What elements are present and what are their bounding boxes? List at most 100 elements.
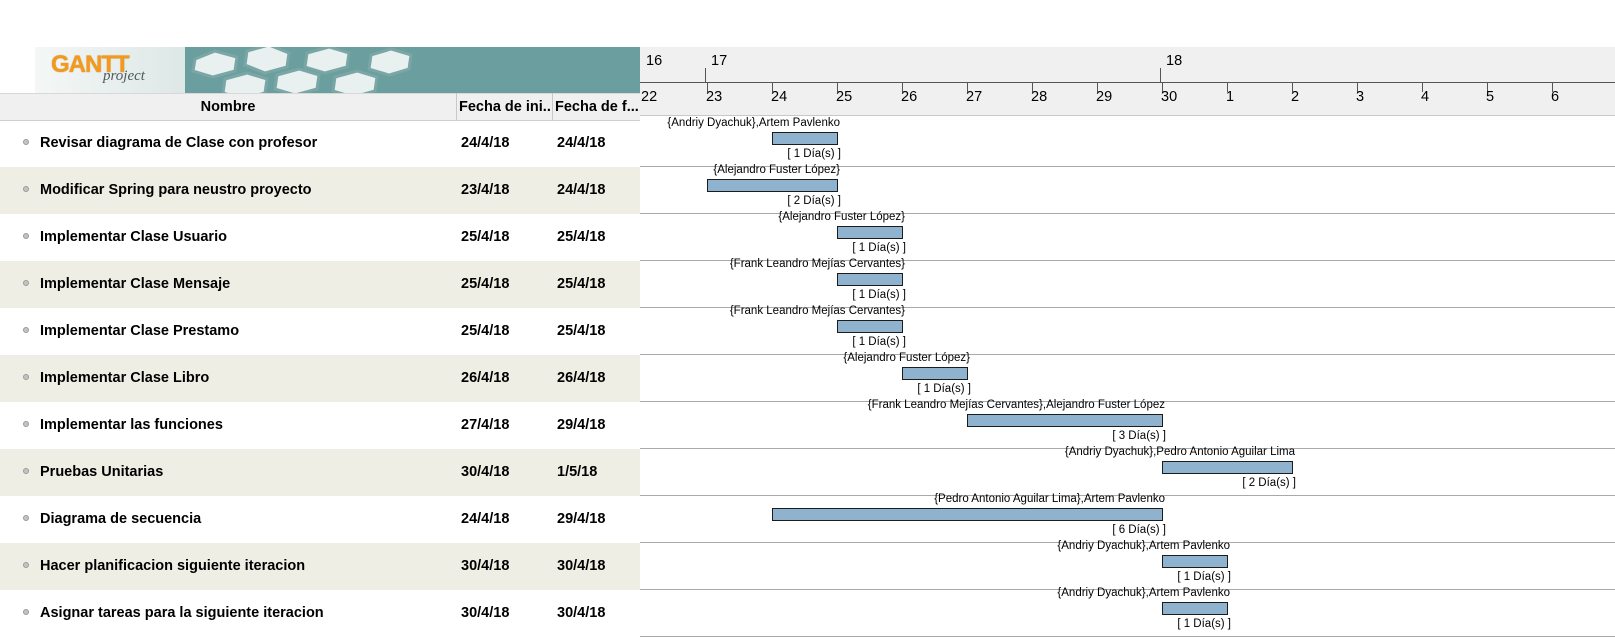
day-tick	[902, 82, 903, 92]
table-row[interactable]: Implementar Clase Libro 26/4/18 26/4/18	[0, 355, 640, 402]
task-bullet-icon	[23, 327, 29, 333]
table-row[interactable]: Implementar Clase Prestamo 25/4/18 25/4/18	[0, 308, 640, 355]
task-start-date[interactable]: 23/4/18	[461, 182, 510, 198]
column-header-start-date[interactable]: Fecha de ini...	[459, 99, 551, 115]
task-duration-label: [ 2 Día(s) ]	[787, 195, 841, 207]
task-end-date[interactable]: 26/4/18	[557, 370, 606, 386]
table-row[interactable]: Pruebas Unitarias 30/4/18 1/5/18	[0, 449, 640, 496]
chart-row-divider	[640, 401, 1615, 402]
chart-row-divider	[640, 260, 1615, 261]
chart-row-divider	[640, 448, 1615, 449]
task-end-date[interactable]: 24/4/18	[557, 135, 606, 151]
task-start-date[interactable]: 30/4/18	[461, 464, 510, 480]
day-tick	[1162, 82, 1163, 92]
task-name[interactable]: Implementar Clase Usuario	[40, 229, 227, 245]
task-name[interactable]: Implementar Clase Mensaje	[40, 276, 231, 292]
timeline-week-header	[640, 47, 1615, 82]
task-duration-label: [ 1 Día(s) ]	[917, 383, 971, 395]
task-bar[interactable]	[837, 226, 903, 239]
task-bar[interactable]	[772, 508, 1163, 521]
task-start-date[interactable]: 26/4/18	[461, 370, 510, 386]
table-row[interactable]: Implementar Clase Usuario 25/4/18 25/4/18	[0, 214, 640, 261]
task-resources-label: {Andriy Dyachuk},Artem Pavlenko	[667, 117, 840, 129]
table-row[interactable]: Asignar tareas para la siguiente iteraci…	[0, 590, 640, 637]
task-start-date[interactable]: 24/4/18	[461, 135, 510, 151]
column-resize-handle[interactable]	[456, 93, 457, 120]
task-bar[interactable]	[837, 273, 903, 286]
chart-row-divider	[640, 354, 1615, 355]
task-name[interactable]: Modificar Spring para neustro proyecto	[40, 182, 312, 198]
day-number-label: 4	[1421, 89, 1430, 105]
column-header-name[interactable]: Nombre	[200, 99, 256, 115]
day-tick	[1357, 82, 1358, 92]
week-tick	[1160, 68, 1161, 82]
day-number-label: 27	[966, 89, 983, 105]
task-duration-label: [ 1 Día(s) ]	[787, 148, 841, 160]
day-tick	[1097, 82, 1098, 92]
table-row[interactable]: Implementar Clase Mensaje 25/4/18 25/4/18	[0, 261, 640, 308]
task-name[interactable]: Implementar Clase Prestamo	[40, 323, 240, 339]
task-start-date[interactable]: 25/4/18	[461, 276, 510, 292]
task-start-date[interactable]: 25/4/18	[461, 229, 510, 245]
column-resize-handle[interactable]	[552, 93, 553, 120]
task-end-date[interactable]: 25/4/18	[557, 323, 606, 339]
task-start-date[interactable]: 30/4/18	[461, 605, 510, 621]
task-name[interactable]: Diagrama de secuencia	[40, 511, 202, 527]
table-row[interactable]: Hacer planificacion siguiente iteracion 3…	[0, 543, 640, 590]
task-bullet-icon	[23, 421, 29, 427]
task-start-date[interactable]: 30/4/18	[461, 558, 510, 574]
chart-row-divider	[640, 542, 1615, 543]
day-number-label: 25	[836, 89, 853, 105]
task-bar[interactable]	[967, 414, 1163, 427]
task-bar[interactable]	[902, 367, 968, 380]
task-bar[interactable]	[1162, 602, 1228, 615]
task-bullet-icon	[23, 139, 29, 145]
task-name[interactable]: Implementar las funciones	[40, 417, 223, 433]
task-bar[interactable]	[772, 132, 838, 145]
task-duration-label: [ 2 Día(s) ]	[1242, 477, 1296, 489]
day-number-label: 5	[1486, 89, 1495, 105]
task-name[interactable]: Asignar tareas para la siguiente iteraci…	[40, 605, 324, 621]
task-bullet-icon	[23, 374, 29, 380]
table-row[interactable]: Implementar las funciones 27/4/18 29/4/18	[0, 402, 640, 449]
task-bar[interactable]	[837, 320, 903, 333]
gantt-chart[interactable]: 16 17 18 22 23 24 25 26 27 28 29 30 1 2 3 4 5 6 {Andriy Dy…	[640, 47, 1615, 637]
task-bullet-icon	[23, 280, 29, 286]
task-end-date[interactable]: 1/5/18	[557, 464, 598, 480]
task-name[interactable]: Implementar Clase Libro	[40, 370, 210, 386]
day-number-label: 1	[1226, 89, 1235, 105]
day-number-label: 23	[706, 89, 723, 105]
task-duration-label: [ 1 Día(s) ]	[1177, 618, 1231, 630]
day-number-label: 24	[771, 89, 788, 105]
task-end-date[interactable]: 25/4/18	[557, 229, 606, 245]
task-resources-label: {Frank Leandro Mejías Cervantes},Alejand…	[867, 399, 1165, 411]
task-end-date[interactable]: 25/4/18	[557, 276, 606, 292]
task-bullet-icon	[23, 186, 29, 192]
task-bullet-icon	[23, 468, 29, 474]
hexagon-pattern-decoration	[191, 47, 413, 93]
task-name[interactable]: Hacer planificacion siguiente iteracion	[40, 558, 306, 574]
task-start-date[interactable]: 24/4/18	[461, 511, 510, 527]
task-end-date[interactable]: 30/4/18	[557, 558, 606, 574]
task-start-date[interactable]: 27/4/18	[461, 417, 510, 433]
task-end-date[interactable]: 30/4/18	[557, 605, 606, 621]
task-end-date[interactable]: 29/4/18	[557, 511, 606, 527]
gantt-project-logo: GANTT project	[35, 47, 185, 93]
task-end-date[interactable]: 24/4/18	[557, 182, 606, 198]
task-bar[interactable]	[1162, 461, 1293, 474]
day-number-label: 22	[641, 89, 658, 105]
table-row[interactable]: Diagrama de secuencia 24/4/18 29/4/18	[0, 496, 640, 543]
day-tick	[1487, 82, 1488, 92]
task-duration-label: [ 1 Día(s) ]	[852, 289, 906, 301]
task-name[interactable]: Pruebas Unitarias	[40, 464, 164, 480]
task-name[interactable]: Revisar diagrama de Clase con profesor	[40, 135, 318, 151]
table-row[interactable]: Modificar Spring para neustro proyecto 23…	[0, 167, 640, 214]
week-number-label: 17	[711, 53, 728, 69]
task-bar[interactable]	[1162, 555, 1228, 568]
task-bar[interactable]	[707, 179, 838, 192]
column-header-end-date[interactable]: Fecha de f...	[555, 99, 639, 115]
task-end-date[interactable]: 29/4/18	[557, 417, 606, 433]
task-start-date[interactable]: 25/4/18	[461, 323, 510, 339]
table-row[interactable]: Revisar diagrama de Clase con profesor 24…	[0, 120, 640, 167]
chart-row-divider	[640, 589, 1615, 590]
